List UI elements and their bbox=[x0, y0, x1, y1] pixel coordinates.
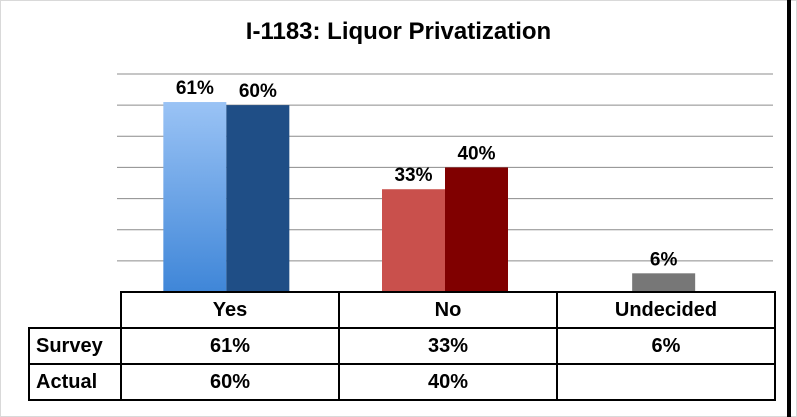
table-header-row: Yes No Undecided bbox=[29, 291, 776, 329]
data-label-survey-yes: 61% bbox=[176, 78, 214, 99]
table-row-label: Actual bbox=[28, 363, 122, 401]
data-label-survey-undecided: 6% bbox=[650, 249, 678, 270]
table-cell: 33% bbox=[338, 327, 558, 365]
data-table: Yes No Undecided Survey 61% 33% 6% Actua… bbox=[28, 291, 776, 401]
table-cell: 6% bbox=[556, 327, 776, 365]
bar-survey-no bbox=[382, 189, 445, 292]
bar-actual-no bbox=[445, 167, 508, 292]
table-cell: 60% bbox=[120, 363, 340, 401]
data-label-actual-no: 40% bbox=[457, 143, 495, 164]
table-header-undecided: Undecided bbox=[556, 291, 776, 329]
bar-survey-undecided bbox=[632, 273, 696, 292]
table-row-actual: Actual 60% 40% bbox=[28, 363, 776, 401]
bars bbox=[163, 102, 696, 293]
bar-value-labels: 61% 60% 33% 40% 6% bbox=[176, 78, 678, 270]
table-header-no: No bbox=[338, 291, 558, 329]
data-label-actual-yes: 60% bbox=[239, 81, 277, 102]
table-cell: 61% bbox=[120, 327, 340, 365]
table-corner-cell bbox=[29, 292, 122, 329]
table-row-label: Survey bbox=[28, 327, 122, 365]
table-header-yes: Yes bbox=[120, 291, 340, 329]
table-row-survey: Survey 61% 33% 6% bbox=[28, 327, 776, 365]
right-border-line bbox=[787, 0, 791, 417]
table-cell: 40% bbox=[338, 363, 558, 401]
bar-actual-yes bbox=[226, 105, 290, 293]
data-label-survey-no: 33% bbox=[394, 165, 432, 186]
table-cell bbox=[556, 363, 776, 401]
chart-title: I-1183: Liquor Privatization bbox=[245, 18, 552, 45]
bar-survey-yes bbox=[163, 102, 227, 293]
